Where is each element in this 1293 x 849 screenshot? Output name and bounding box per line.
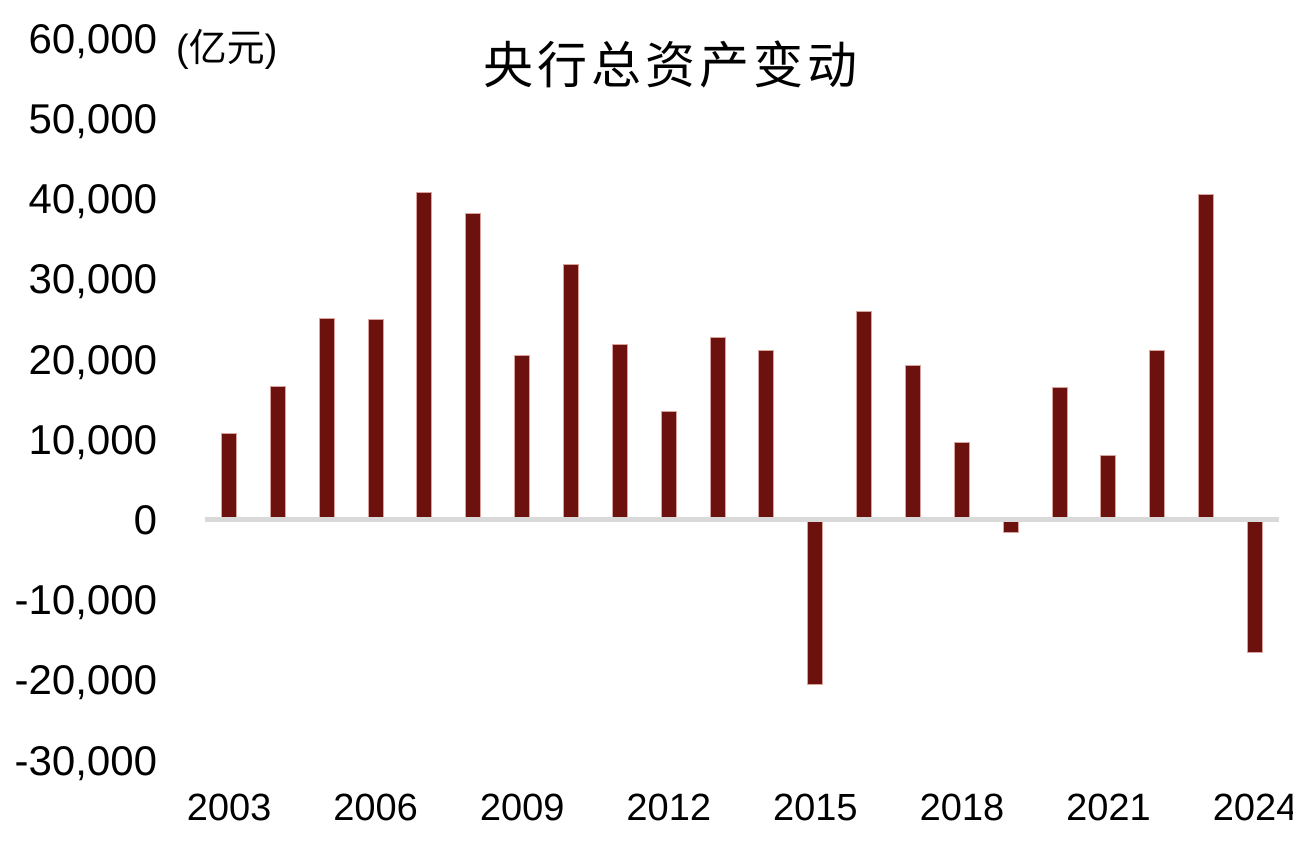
bar-2010 — [562, 264, 579, 520]
bar-2021 — [1100, 455, 1117, 520]
y-tick-label: 30,000 — [28, 255, 157, 303]
y-axis-unit-label: (亿元) — [176, 28, 278, 70]
x-tick-label: 2021 — [1066, 787, 1151, 829]
x-tick-label: 2003 — [186, 787, 272, 829]
x-tick-label: 2009 — [479, 787, 565, 829]
bar-2012 — [660, 410, 677, 520]
y-tick-label: 0 — [133, 496, 157, 543]
bar-2004 — [269, 386, 286, 520]
chart-title: 央行总资产变动 — [483, 38, 861, 94]
bar-2013 — [709, 337, 726, 520]
y-tick-label: -30,000 — [14, 736, 157, 784]
y-tick-label: 20,000 — [28, 335, 157, 383]
bar-2005 — [318, 317, 335, 520]
bar-2006 — [367, 318, 384, 520]
bar-2007 — [416, 191, 433, 520]
bar-2023 — [1198, 193, 1215, 520]
y-tick-label: 40,000 — [28, 175, 157, 223]
bar-2014 — [758, 349, 775, 520]
x-tick-label: 2012 — [626, 787, 711, 829]
bar-2015 — [807, 520, 824, 686]
y-tick-label: -20,000 — [14, 656, 157, 704]
bar-2020 — [1051, 386, 1068, 520]
y-tick-label: 60,000 — [28, 14, 157, 62]
zero-axis-line — [205, 517, 1279, 522]
bar-2009 — [514, 354, 531, 520]
bar-2016 — [856, 310, 873, 520]
bar-2018 — [953, 442, 970, 520]
x-tick-label: 2006 — [333, 787, 418, 829]
x-tick-label: 2018 — [919, 787, 1005, 829]
y-tick-label: 50,000 — [28, 95, 157, 142]
bar-2003 — [221, 433, 237, 520]
bar-2017 — [904, 365, 921, 520]
y-tick-label: -10,000 — [14, 576, 157, 624]
y-tick-label: 10,000 — [28, 415, 157, 463]
x-tick-label: 2024 — [1212, 787, 1293, 829]
bar-2024 — [1246, 520, 1263, 654]
bar-2008 — [465, 212, 482, 520]
x-tick-label: 2015 — [773, 787, 858, 829]
bar-2022 — [1149, 349, 1166, 520]
bar-2011 — [611, 344, 628, 520]
